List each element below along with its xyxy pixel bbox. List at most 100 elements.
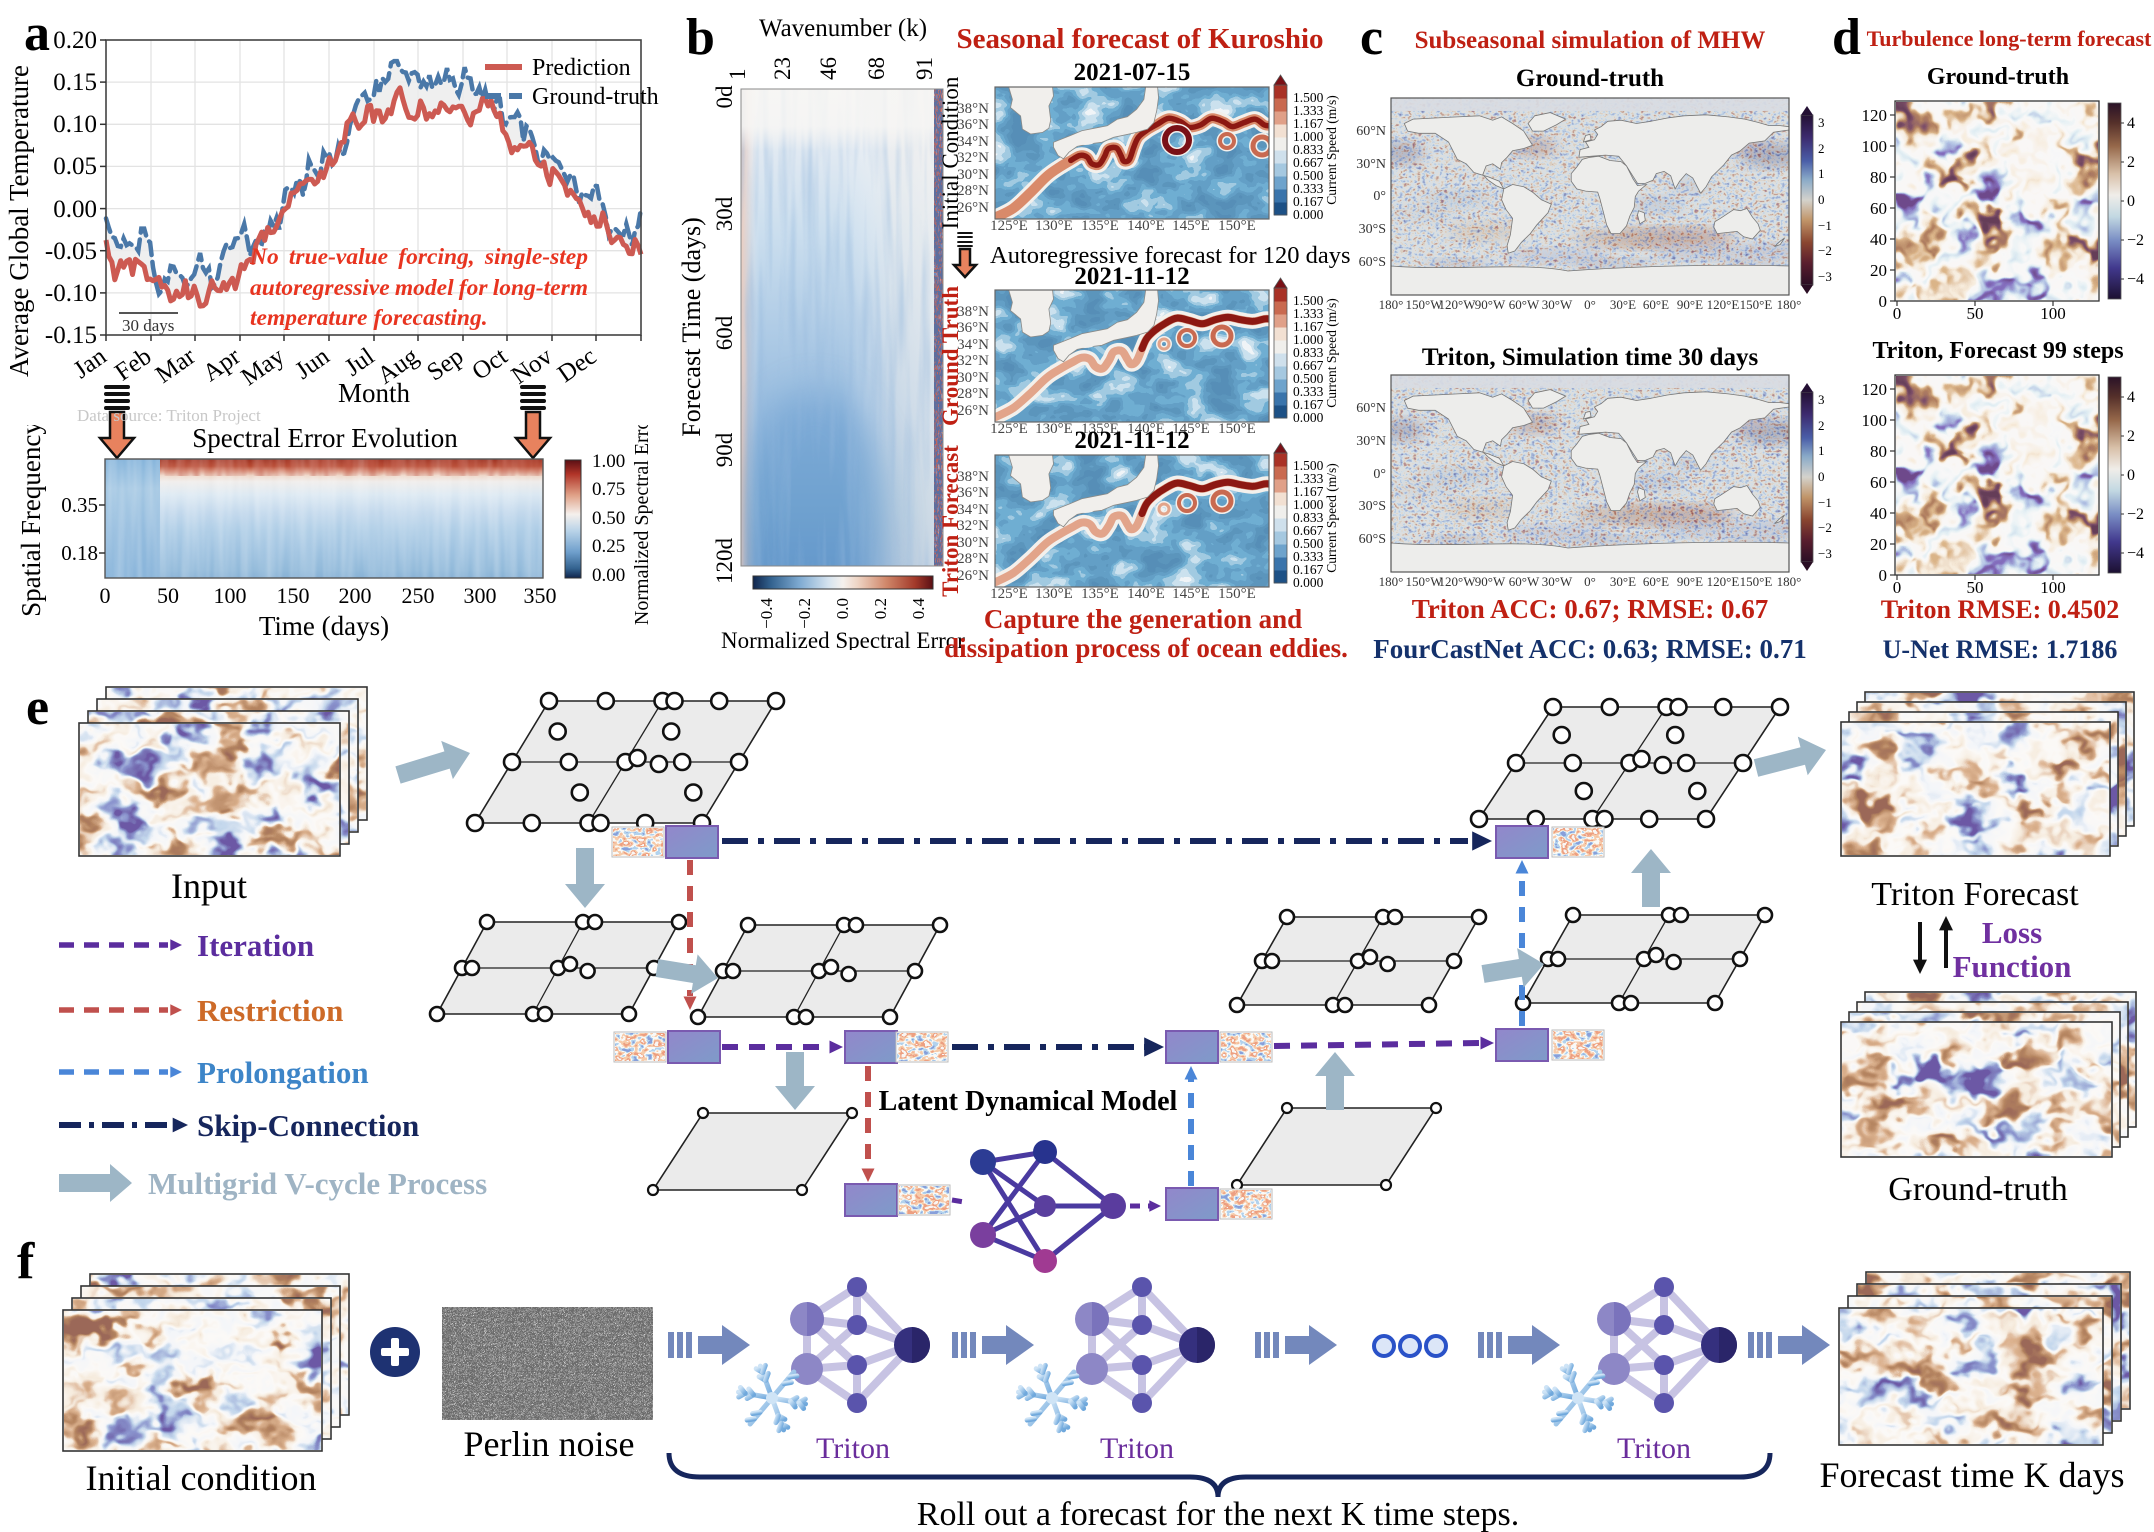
svg-text:0.25: 0.25 (592, 536, 625, 557)
svg-text:0°: 0° (1584, 297, 1596, 312)
svg-text:60°N: 60°N (1356, 124, 1386, 139)
svg-text:36°N: 36°N (957, 117, 989, 133)
svg-text:80: 80 (1870, 168, 1887, 187)
svg-text:0: 0 (1893, 304, 1902, 323)
svg-text:38°N: 38°N (957, 304, 989, 320)
svg-text:0: 0 (1879, 292, 1888, 311)
svg-text:0d: 0d (712, 85, 737, 109)
svg-text:50: 50 (1967, 304, 1984, 323)
svg-text:40: 40 (1870, 504, 1887, 523)
svg-text:Normalized Spectral Error: Normalized Spectral Error (631, 425, 653, 625)
svg-text:0.833: 0.833 (1293, 345, 1324, 360)
svg-text:30°W: 30°W (1542, 574, 1573, 589)
svg-text:Restriction: Restriction (197, 993, 343, 1028)
svg-text:60°E: 60°E (1643, 574, 1669, 589)
svg-text:150°E: 150°E (1218, 421, 1256, 437)
svg-text:−2: −2 (2127, 232, 2144, 249)
svg-text:28°N: 28°N (957, 386, 989, 402)
svg-text:34°N: 34°N (957, 502, 989, 518)
svg-text:Prediction: Prediction (532, 55, 631, 81)
svg-text:120d: 120d (712, 538, 737, 585)
svg-text:30°N: 30°N (1356, 157, 1386, 172)
svg-text:Initial condition: Initial condition (86, 1458, 317, 1498)
svg-text:dissipation process of ocean e: dissipation process of ocean eddies. (944, 633, 1348, 663)
svg-text:38°N: 38°N (957, 101, 989, 117)
svg-text:125°E: 125°E (990, 586, 1028, 602)
svg-text:150: 150 (277, 583, 310, 608)
svg-text:0: 0 (1893, 578, 1902, 597)
svg-text:4: 4 (2127, 389, 2135, 406)
svg-text:0.00: 0.00 (53, 196, 97, 223)
svg-text:300: 300 (464, 583, 497, 608)
svg-text:180°: 180° (1379, 574, 1404, 589)
svg-text:FourCastNet ACC: 0.63; RMSE: 0: FourCastNet ACC: 0.63; RMSE: 0.71 (1373, 634, 1806, 664)
svg-text:28°N: 28°N (957, 183, 989, 199)
svg-text:Month: Month (338, 378, 411, 408)
svg-text:1: 1 (1818, 166, 1825, 181)
svg-text:34°N: 34°N (957, 337, 989, 353)
svg-text:Multigrid V-cycle Process: Multigrid V-cycle Process (148, 1166, 487, 1201)
svg-text:1.000: 1.000 (1293, 497, 1324, 512)
svg-text:0.667: 0.667 (1293, 155, 1324, 170)
svg-text:32°N: 32°N (957, 150, 989, 166)
svg-text:120°W: 120°W (1439, 297, 1477, 312)
svg-text:0°: 0° (1373, 189, 1386, 204)
svg-text:Seasonal forecast of Kuroshio: Seasonal forecast of Kuroshio (956, 23, 1323, 55)
svg-text:100: 100 (2040, 304, 2066, 323)
svg-text:0.15: 0.15 (53, 69, 97, 96)
svg-text:0.167: 0.167 (1293, 194, 1324, 209)
svg-text:Triton ACC: 0.67; RMSE: 0.67: Triton ACC: 0.67; RMSE: 0.67 (1412, 594, 1768, 624)
svg-text:1: 1 (1818, 443, 1825, 458)
svg-text:0.75: 0.75 (592, 479, 625, 500)
svg-text:0.18: 0.18 (61, 541, 98, 565)
svg-text:Current Speed (m/s): Current Speed (m/s) (1324, 298, 1339, 407)
svg-text:36°N: 36°N (957, 320, 989, 336)
svg-text:Skip-Connection: Skip-Connection (197, 1108, 419, 1143)
svg-text:Current Speed (m/s): Current Speed (m/s) (1324, 463, 1339, 572)
svg-text:30°S: 30°S (1359, 499, 1386, 514)
svg-text:1.500: 1.500 (1293, 90, 1324, 105)
svg-text:60°W: 60°W (1509, 297, 1540, 312)
svg-text:150°E: 150°E (1740, 297, 1773, 312)
svg-text:100: 100 (1862, 137, 1888, 156)
svg-text:60°E: 60°E (1643, 297, 1669, 312)
svg-text:Input: Input (171, 866, 247, 906)
svg-text:30°N: 30°N (1356, 434, 1386, 449)
svg-text:120°E: 120°E (1707, 297, 1740, 312)
svg-text:60: 60 (1870, 473, 1887, 492)
svg-text:30°W: 30°W (1542, 297, 1573, 312)
svg-text:4: 4 (2127, 115, 2135, 132)
svg-text:1.00: 1.00 (592, 451, 625, 472)
svg-text:50: 50 (157, 583, 179, 608)
svg-text:26°N: 26°N (957, 403, 989, 419)
svg-text:0.167: 0.167 (1293, 562, 1324, 577)
svg-text:3: 3 (1818, 115, 1825, 130)
svg-text:−1: −1 (1818, 495, 1832, 510)
svg-text:Function: Function (1953, 949, 2072, 984)
svg-text:Ground Truth: Ground Truth (940, 286, 963, 426)
svg-text:0°: 0° (1373, 467, 1386, 482)
svg-text:91: 91 (912, 57, 937, 80)
svg-text:1.167: 1.167 (1293, 116, 1324, 131)
svg-text:−4: −4 (2127, 545, 2144, 562)
svg-text:2: 2 (2127, 428, 2135, 445)
svg-text:350: 350 (524, 583, 557, 608)
svg-text:1.500: 1.500 (1293, 293, 1324, 308)
svg-text:Spatial Frequency: Spatial Frequency (16, 425, 46, 617)
svg-text:120°E: 120°E (1707, 574, 1740, 589)
svg-text:0.00: 0.00 (592, 565, 625, 586)
svg-text:-0.10: -0.10 (45, 280, 97, 307)
svg-text:0: 0 (2127, 193, 2135, 210)
svg-text:Triton, Simulation time 30 day: Triton, Simulation time 30 days (1422, 344, 1759, 371)
svg-text:0.0: 0.0 (833, 598, 852, 619)
svg-text:60°W: 60°W (1509, 574, 1540, 589)
svg-text:30°N: 30°N (957, 535, 989, 551)
svg-text:0.500: 0.500 (1293, 536, 1324, 551)
svg-text:-0.05: -0.05 (45, 238, 97, 265)
svg-text:30d: 30d (712, 196, 737, 231)
svg-text:−2: −2 (1818, 243, 1832, 258)
svg-text:Subseasonal simulation of MHW: Subseasonal simulation of MHW (1415, 27, 1766, 54)
svg-text:150°E: 150°E (1218, 218, 1256, 234)
svg-text:0.667: 0.667 (1293, 523, 1324, 538)
svg-text:200: 200 (339, 583, 372, 608)
